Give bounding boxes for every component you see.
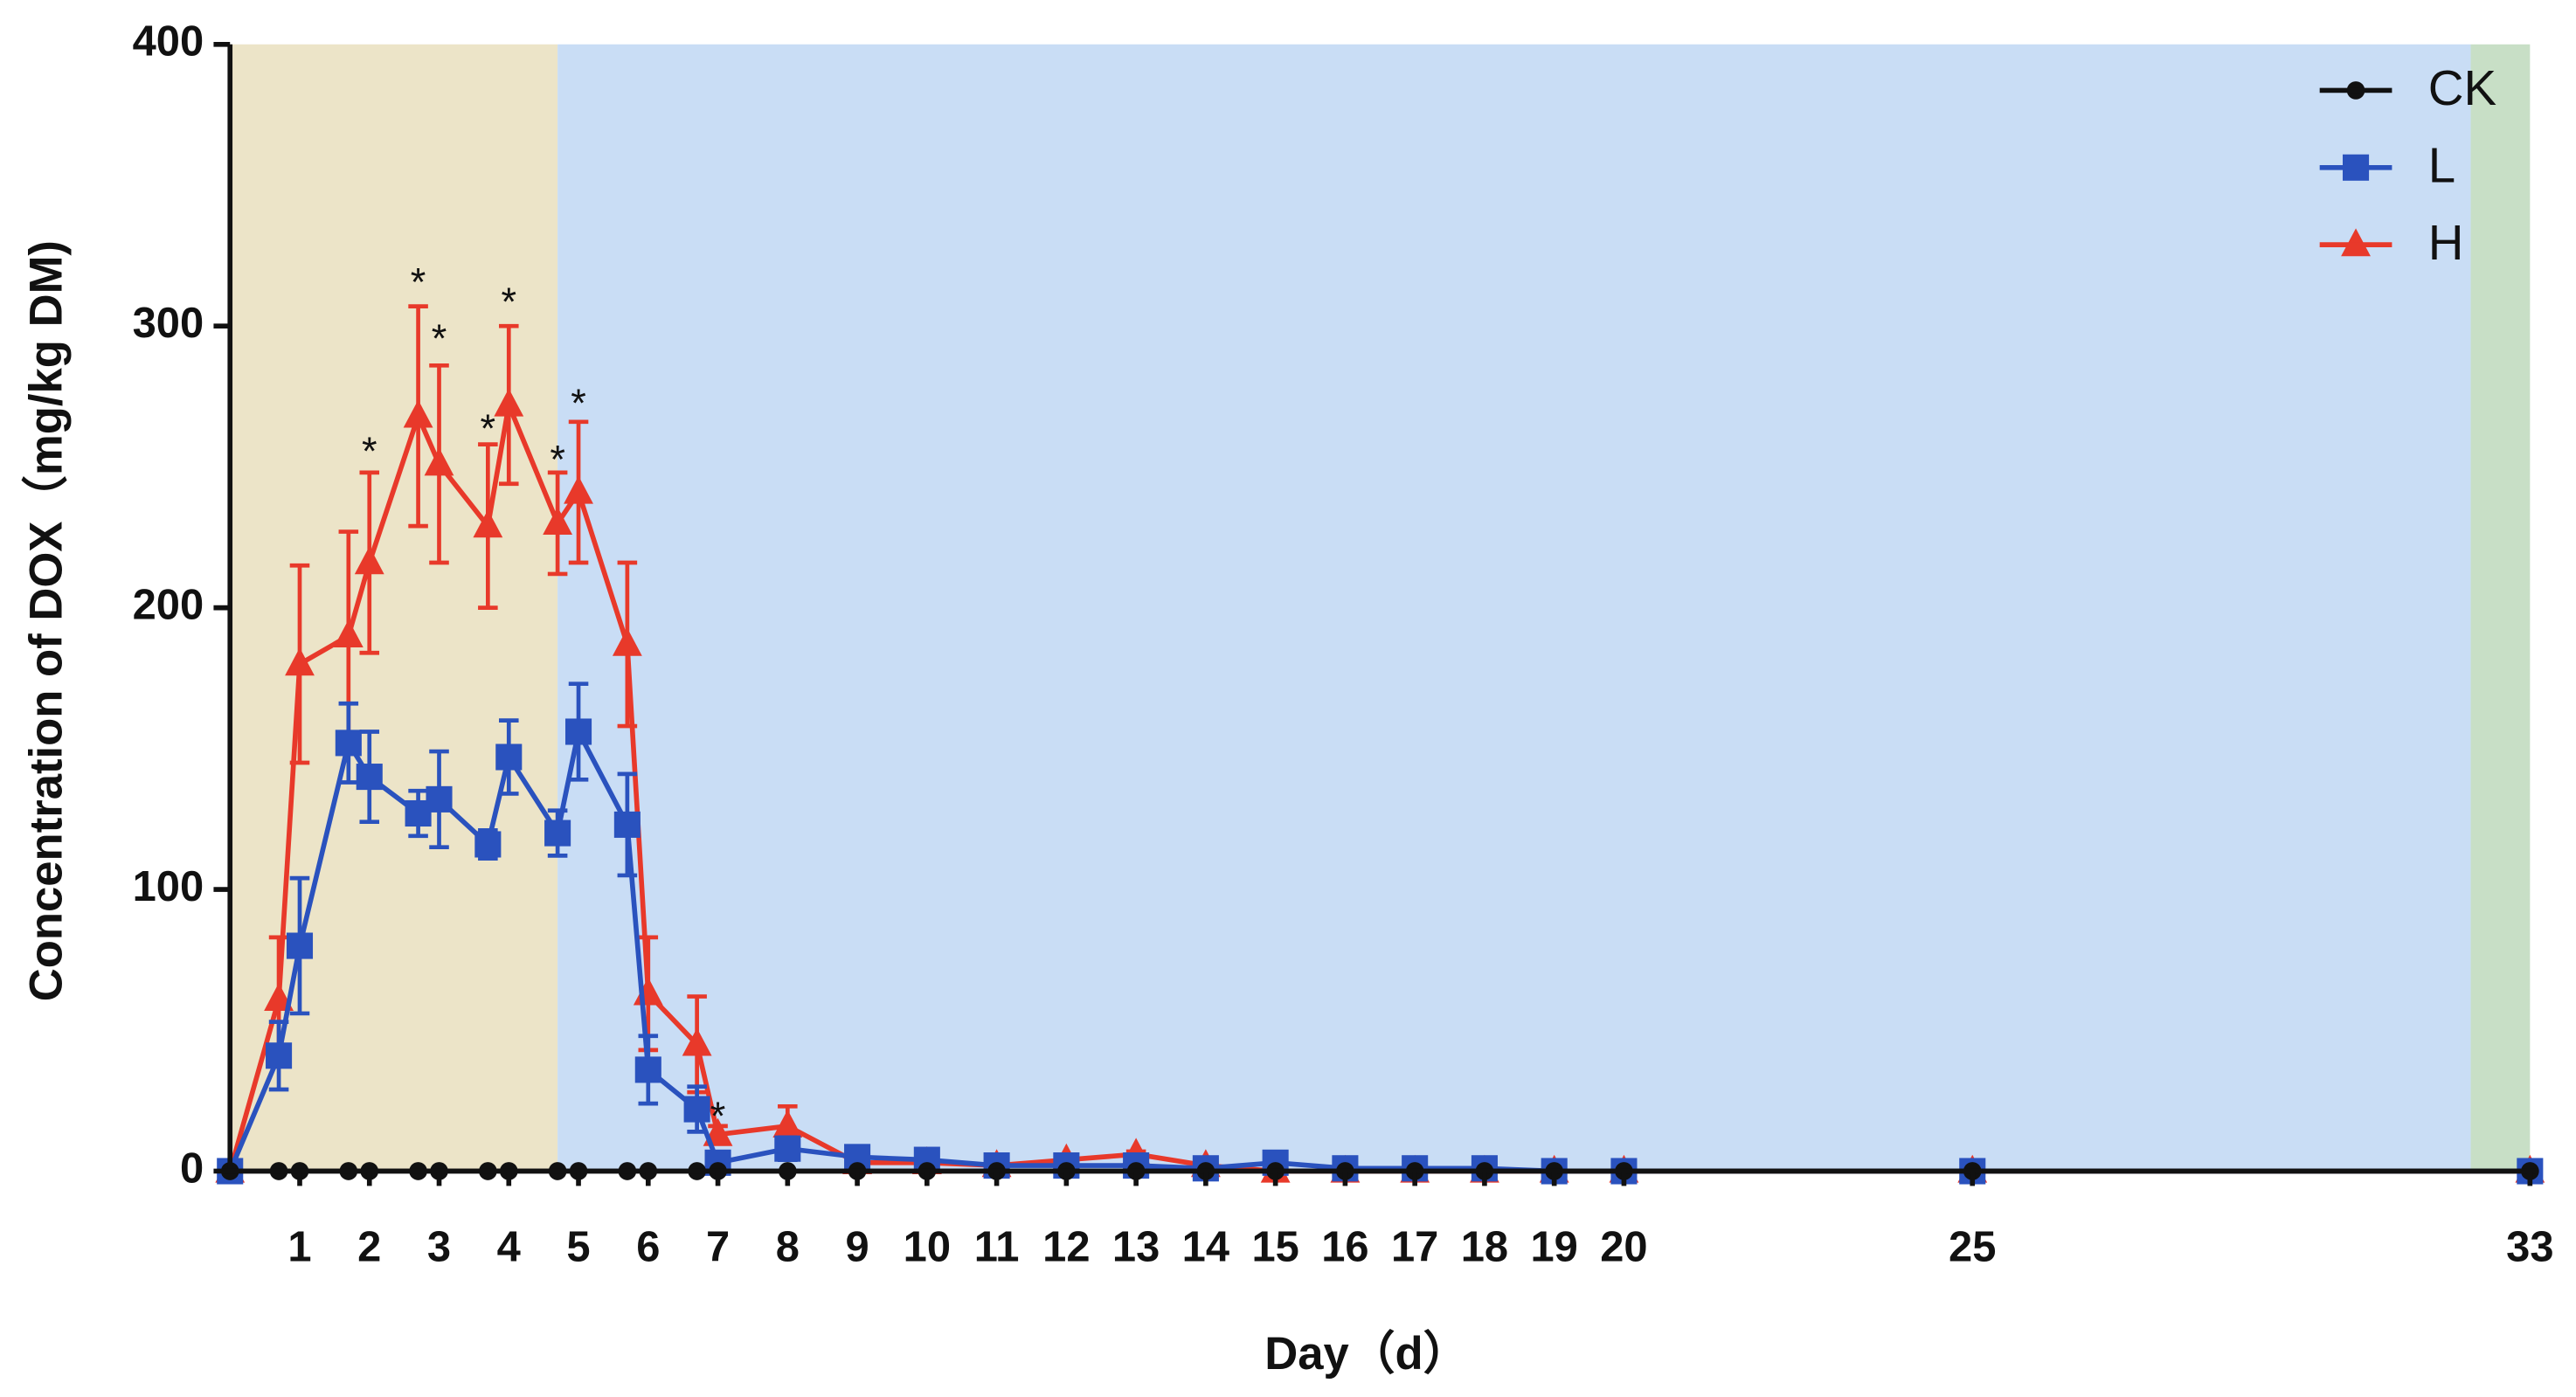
y-axis-title: Concentration of DOX（mg/kg DM)	[20, 240, 72, 1001]
y-tick-label: 300	[133, 300, 204, 347]
y-tick-label: 0	[180, 1145, 204, 1192]
annotation: *	[481, 406, 496, 451]
x-tick-label: 8	[776, 1224, 800, 1271]
x-tick-label: 5	[566, 1224, 590, 1271]
point	[772, 1110, 803, 1138]
background-bands	[230, 44, 2531, 1172]
point	[333, 619, 364, 648]
x-tick-label: 19	[1530, 1224, 1577, 1271]
y-tick-label: 400	[133, 18, 204, 66]
point	[613, 811, 641, 838]
point	[634, 1056, 661, 1083]
point	[543, 507, 573, 536]
point	[473, 509, 503, 538]
x-tick-label: 17	[1391, 1224, 1438, 1271]
x-tick-label: 2	[357, 1224, 381, 1271]
x-tick-label: 4	[497, 1224, 521, 1271]
annotation: *	[550, 437, 565, 481]
x-tick-label: 33	[2506, 1224, 2553, 1271]
x-tick-label: 25	[1949, 1224, 1996, 1271]
x-tick-label: 10	[904, 1224, 951, 1271]
x-tick-label: 6	[636, 1224, 660, 1271]
annotation: *	[571, 381, 586, 425]
x-tick-label: 16	[1321, 1224, 1368, 1271]
point	[266, 1042, 293, 1069]
point	[474, 831, 502, 858]
annotation: *	[501, 280, 516, 324]
legend-label: CK	[2428, 60, 2496, 115]
x-tick-label: 9	[845, 1224, 869, 1271]
x-tick-label: 15	[1251, 1224, 1298, 1271]
point	[564, 475, 593, 504]
point	[286, 932, 314, 959]
annotation: *	[411, 259, 426, 304]
point	[683, 1096, 710, 1123]
point	[495, 743, 523, 771]
point	[335, 730, 362, 757]
x-tick-label: 20	[1600, 1224, 1647, 1271]
x-tick-label: 1	[287, 1224, 311, 1271]
x-tick-label: 12	[1042, 1224, 1090, 1271]
point	[403, 399, 433, 428]
legend-label: L	[2428, 138, 2455, 193]
x-tick-label: 13	[1112, 1224, 1160, 1271]
legend-label: H	[2428, 215, 2464, 270]
point	[424, 447, 454, 476]
point	[544, 820, 571, 847]
annotation: *	[362, 429, 377, 474]
y-tick-label: 100	[133, 863, 204, 910]
point	[494, 388, 524, 417]
point	[564, 718, 592, 745]
background-band	[230, 44, 558, 1172]
x-tick-label: 7	[706, 1224, 730, 1271]
point	[354, 546, 384, 575]
point	[612, 627, 642, 656]
background-band	[557, 44, 2471, 1172]
point	[682, 1027, 712, 1056]
x-tick-label: 14	[1182, 1224, 1229, 1271]
y-tick-label: 200	[133, 582, 204, 629]
x-tick-label: 18	[1461, 1224, 1508, 1271]
annotation: *	[710, 1094, 726, 1138]
point	[426, 785, 453, 813]
point	[285, 647, 315, 676]
background-band	[2470, 44, 2531, 1172]
x-tick-label: 11	[974, 1224, 1020, 1271]
x-tick-label: 3	[427, 1224, 451, 1271]
point	[774, 1135, 801, 1162]
annotation: *	[432, 316, 447, 361]
x-axis-title: Day（d）	[1264, 1328, 1469, 1380]
point	[356, 764, 383, 791]
